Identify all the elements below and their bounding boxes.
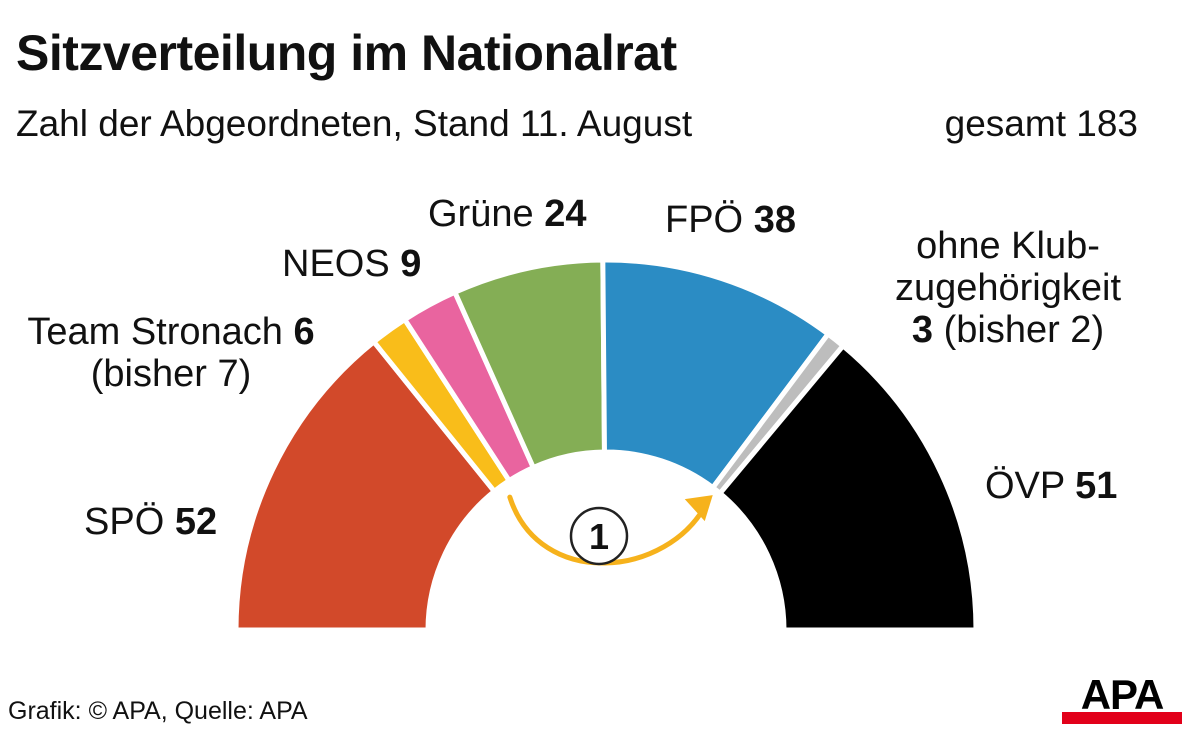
label-fpo: FPÖ 38 [665,199,796,241]
label-neos-name: NEOS [282,243,390,285]
apa-logo-text: APA [1081,674,1164,718]
label-spo-value: 52 [174,501,218,543]
label-spo-name: SPÖ [84,501,165,543]
label-ts-name: Team Stronach [27,311,283,353]
chart-subtitle: Zahl der Abgeordneten, Stand 11. August [16,103,693,144]
label-ts-note: (bisher 7) [90,353,252,395]
label-team-stronach: Team Stronach 6 (bisher 7) [14,311,328,395]
total-seats: gesamt 183 [944,103,1138,144]
label-ovp-value: 51 [1075,465,1118,507]
label-ovp: ÖVP 51 [985,465,1117,507]
transfer-arrow-head [684,495,713,522]
label-okz-line1: ohne Klub- [916,225,1100,267]
apa-logo: APA [1062,674,1182,724]
label-ts-value: 6 [293,311,315,353]
label-neos: NEOS 9 [282,243,421,285]
label-neos-value: 9 [400,243,422,285]
label-grune: Grüne 24 [428,193,586,235]
label-grune-value: 24 [544,193,587,235]
segment-fpo [600,257,832,492]
label-okz-value: 3 [911,309,934,351]
segment-ovp [716,342,979,633]
apa-logo-bar [1062,712,1182,724]
label-okz-note: (bisher 2) [943,309,1105,351]
label-okz-line2: zugehörigkeit [894,267,1122,309]
transfer-annotation: 1 [507,494,713,566]
chart-title: Sitzverteilung im Nationalrat [16,25,677,81]
label-spo: SPÖ 52 [84,501,217,543]
label-fpo-name: FPÖ [665,199,744,241]
label-ovp-name: ÖVP [985,465,1065,507]
transfer-count-value: 1 [589,516,609,557]
label-ohne-klub: ohne Klub- zugehörigkeit 3 (bisher 2) [878,225,1138,351]
segments-group [233,257,979,633]
label-fpo-value: 38 [753,199,796,241]
transfer-count-circle [569,506,629,566]
label-grune-name: Grüne [428,193,534,235]
source-credit: Grafik: © APA, Quelle: APA [8,697,308,725]
